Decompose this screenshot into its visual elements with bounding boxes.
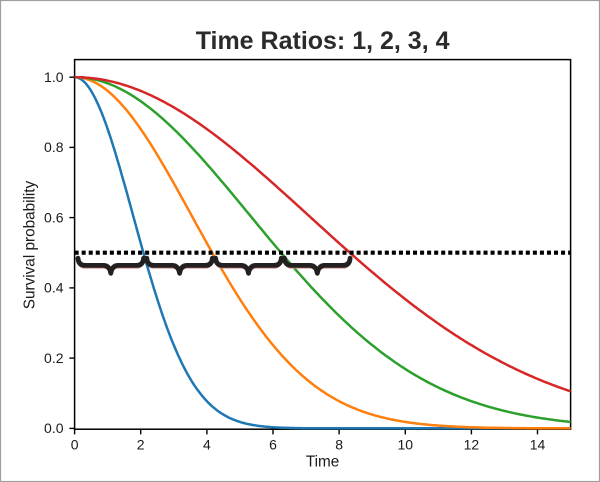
svg-text:Time Ratios: 1, 2, 3, 4: Time Ratios: 1, 2, 3, 4: [196, 27, 450, 55]
svg-text:0.6: 0.6: [44, 209, 64, 225]
svg-text:2: 2: [137, 437, 145, 453]
svg-text:10: 10: [398, 437, 414, 453]
svg-text:0.0: 0.0: [44, 420, 64, 436]
svg-text:0.2: 0.2: [44, 350, 64, 366]
svg-text:Survival probability: Survival probability: [21, 180, 38, 309]
svg-text:12: 12: [464, 437, 480, 453]
svg-text:0: 0: [71, 437, 79, 453]
svg-text:6: 6: [269, 437, 277, 453]
svg-text:4: 4: [203, 437, 211, 453]
svg-text:1.0: 1.0: [44, 69, 64, 85]
svg-text:0.8: 0.8: [44, 139, 64, 155]
svg-text:Time: Time: [306, 453, 339, 470]
svg-text:8: 8: [335, 437, 343, 453]
svg-text:14: 14: [530, 437, 546, 453]
svg-text:0.4: 0.4: [44, 280, 64, 296]
